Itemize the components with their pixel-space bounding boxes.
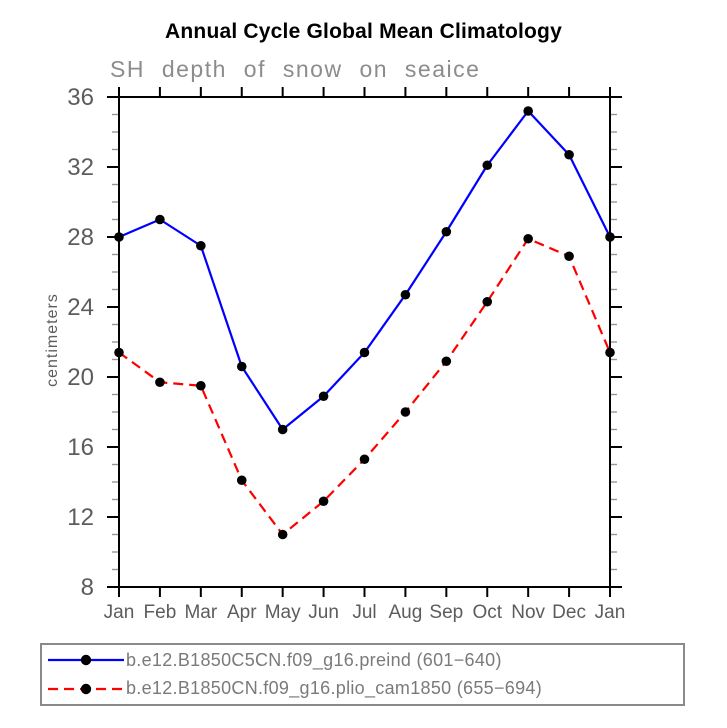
- legend-box: b.e12.B1850C5CN.f09_g16.preind (601−640)…: [40, 643, 685, 706]
- series-0: [114, 106, 615, 435]
- svg-text:Sep: Sep: [429, 602, 463, 623]
- svg-text:Apr: Apr: [227, 602, 257, 623]
- legend-solid-line-marker-icon: [48, 655, 124, 666]
- legend-dashed-line-marker-icon: [48, 683, 124, 694]
- svg-text:28: 28: [67, 224, 94, 251]
- chart-title: Annual Cycle Global Mean Climatology: [165, 20, 562, 43]
- svg-text:Jan: Jan: [595, 602, 626, 623]
- series-1: [114, 233, 615, 540]
- svg-text:36: 36: [67, 84, 94, 111]
- svg-text:Jul: Jul: [352, 602, 376, 623]
- svg-text:20: 20: [67, 364, 94, 391]
- svg-text:12: 12: [67, 504, 94, 531]
- svg-text:centimeters: centimeters: [44, 293, 61, 387]
- svg-text:24: 24: [67, 294, 94, 321]
- svg-text:Feb: Feb: [144, 602, 177, 623]
- legend-item-plio-cam1850: b.e12.B1850CN.f09_g16.plio_cam1850 (655−…: [48, 676, 683, 702]
- svg-text:32: 32: [67, 154, 94, 181]
- svg-text:16: 16: [67, 434, 94, 461]
- svg-text:Nov: Nov: [511, 602, 545, 623]
- svg-text:Jan: Jan: [104, 602, 135, 623]
- svg-text:Oct: Oct: [472, 602, 502, 623]
- legend-label-plio-cam1850: b.e12.B1850CN.f09_g16.plio_cam1850 (655−…: [126, 678, 543, 699]
- svg-text:Dec: Dec: [552, 602, 586, 623]
- svg-text:May: May: [265, 602, 301, 623]
- svg-text:Aug: Aug: [389, 602, 423, 623]
- legend-marker-dot-icon: [80, 683, 92, 694]
- legend-label-preind: b.e12.B1850C5CN.f09_g16.preind (601−640): [126, 649, 502, 670]
- chart-subtitle: SH depth of snow on seaice: [110, 56, 481, 82]
- legend-marker-dot-icon: [80, 655, 92, 666]
- svg-text:Jun: Jun: [308, 602, 339, 623]
- svg-text:Mar: Mar: [184, 602, 217, 623]
- legend-item-preind: b.e12.B1850C5CN.f09_g16.preind (601−640): [48, 647, 683, 673]
- svg-text:8: 8: [81, 574, 94, 601]
